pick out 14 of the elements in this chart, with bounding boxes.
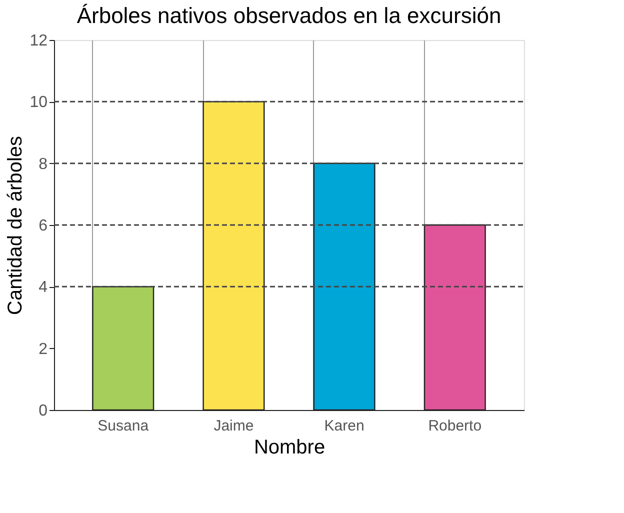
y-tick-label: 10 <box>30 94 48 112</box>
y-tick-label: 2 <box>38 340 48 358</box>
y-tick-label: 0 <box>38 402 48 420</box>
y-tick-label: 8 <box>38 156 48 173</box>
y-tick-label: 4 <box>38 279 48 296</box>
x-axis-title: Nombre <box>254 436 326 458</box>
x-tick-label: Roberto <box>428 418 482 434</box>
y-tick-label: 6 <box>38 218 48 234</box>
x-tick-label: Karen <box>324 418 364 434</box>
y-axis-title: Cantidad de árboles <box>4 136 27 316</box>
chart-title: Árboles nativos observados en la excursión <box>76 3 502 28</box>
x-tick-label: Jaime <box>214 418 254 434</box>
y-tick-label: 12 <box>30 32 48 50</box>
x-tick-label: Susana <box>98 418 150 434</box>
